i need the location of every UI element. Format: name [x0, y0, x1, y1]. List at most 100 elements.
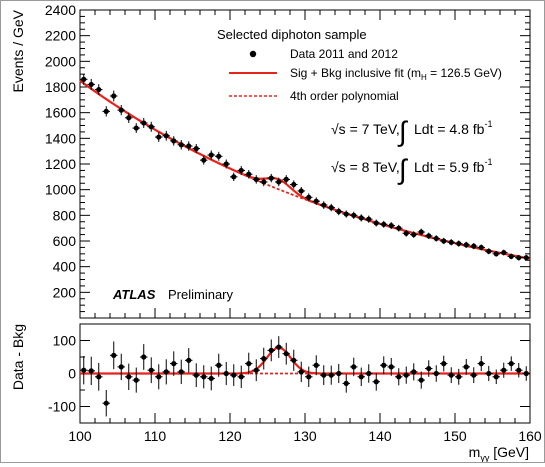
main-data-point	[440, 237, 448, 245]
lumi7-integral: ∫	[397, 116, 409, 147]
residual-data-point	[522, 366, 530, 381]
residual-data-point	[177, 359, 185, 385]
main-data-point	[470, 243, 478, 250]
residual-data-point	[200, 365, 208, 389]
legend: Selected diphoton sample Data 2011 and 2…	[217, 27, 502, 103]
residual-data-marker	[373, 379, 379, 385]
residual-data-point	[110, 341, 118, 370]
main-y-tick-label: 1800	[45, 79, 76, 95]
residual-data-point	[342, 374, 350, 393]
residual-data-marker	[388, 364, 394, 370]
main-data-point	[455, 240, 463, 247]
main-data-points	[80, 73, 530, 261]
residual-data-point	[470, 367, 478, 384]
residual-data-marker	[126, 374, 132, 380]
main-data-marker	[321, 202, 327, 208]
x-tick-label: 160	[518, 428, 542, 444]
residual-data-point	[260, 347, 268, 370]
main-data-point	[260, 177, 268, 187]
main-data-marker	[163, 133, 169, 139]
residual-data-point	[267, 339, 275, 362]
main-y-axis-label: Events / GeV	[10, 9, 26, 92]
main-data-point	[87, 78, 95, 90]
main-data-marker	[351, 212, 357, 218]
main-data-marker	[261, 179, 267, 185]
residual-data-point	[215, 353, 223, 377]
residual-data-point	[237, 365, 245, 389]
main-data-point	[170, 136, 178, 146]
main-data-marker	[523, 255, 529, 261]
residual-data-marker	[471, 372, 477, 378]
main-data-marker	[156, 134, 162, 140]
main-data-point	[507, 253, 515, 260]
main-data-marker	[336, 208, 342, 215]
main-data-point	[380, 220, 388, 228]
main-data-marker	[306, 194, 312, 200]
main-data-marker	[186, 143, 192, 149]
main-data-point	[290, 180, 298, 189]
residual-data-marker	[501, 367, 507, 373]
main-data-marker	[276, 179, 282, 185]
main-data-point	[230, 172, 238, 182]
residual-data-marker	[186, 357, 192, 363]
residual-data-point	[305, 366, 313, 388]
main-data-point	[275, 177, 283, 187]
residual-data-point	[80, 356, 88, 385]
main-data-marker	[238, 167, 244, 174]
main-data-point	[162, 130, 170, 141]
main-data-marker	[118, 107, 124, 113]
residual-data-marker	[261, 356, 267, 362]
main-data-point	[215, 151, 223, 161]
residual-data-marker	[156, 374, 162, 380]
main-y-tick-label: 800	[53, 207, 77, 223]
residual-data-marker	[313, 362, 319, 368]
main-data-point	[147, 121, 155, 132]
residual-data-point	[492, 369, 500, 385]
residual-data-marker	[88, 368, 94, 374]
main-data-point	[395, 224, 403, 232]
legend-poly-label: 4th order polynomial	[290, 89, 399, 103]
main-data-point	[252, 175, 260, 184]
main-data-point	[95, 84, 103, 95]
main-data-marker	[358, 215, 364, 221]
residual-data-marker	[201, 374, 207, 380]
main-data-point	[320, 201, 328, 209]
lumi8-sqrt-s: √s = 8 TeV,	[331, 159, 400, 175]
main-data-point	[140, 117, 148, 128]
residual-data-marker	[253, 367, 259, 373]
residual-data-point	[477, 356, 485, 372]
main-data-marker	[486, 248, 492, 254]
residual-data-point	[207, 366, 215, 391]
residual-data-point	[485, 365, 493, 382]
residual-data-marker	[141, 354, 147, 360]
x-tick-label: 130	[293, 428, 317, 444]
main-data-point	[462, 241, 470, 248]
main-data-point	[365, 215, 373, 223]
main-data-point	[342, 210, 350, 218]
luminosity-annotation-7tev: √s = 7 TeV, ∫ Ldt = 4.8 fb-1	[331, 116, 492, 147]
residual-data-marker	[276, 344, 282, 350]
residual-data-point	[335, 363, 343, 384]
residual-data-point	[372, 372, 380, 391]
main-data-marker	[516, 255, 522, 261]
x-axis-label: mγγ [GeV]	[469, 444, 529, 462]
residual-data-marker	[208, 375, 214, 382]
main-data-point	[327, 203, 335, 212]
residual-y-tick-label: 100	[53, 333, 77, 349]
main-data-point	[125, 112, 133, 123]
main-data-marker	[418, 229, 424, 235]
residual-data-point	[102, 390, 110, 417]
main-data-marker	[111, 93, 117, 99]
main-data-point	[207, 150, 215, 160]
residual-data-marker	[133, 377, 139, 383]
main-data-point	[80, 73, 88, 85]
residual-data-marker	[103, 400, 109, 406]
main-data-point	[312, 197, 320, 206]
main-data-marker	[471, 243, 477, 249]
main-data-marker	[148, 124, 154, 130]
main-data-point	[222, 159, 230, 169]
residual-data-marker	[396, 374, 402, 380]
main-data-marker	[381, 221, 387, 227]
main-data-marker	[448, 239, 454, 245]
